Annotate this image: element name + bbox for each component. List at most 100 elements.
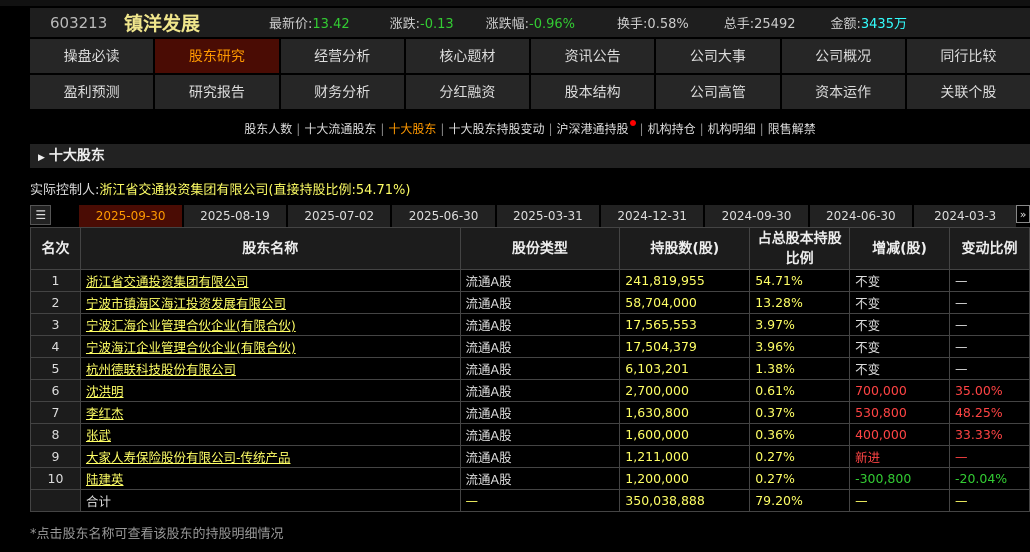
date-tab[interactable]: 2025-03-31 xyxy=(496,205,600,227)
cell: 流通A股 xyxy=(459,357,621,380)
cell: 241,819,955 xyxy=(619,269,751,292)
nav-item[interactable]: 研究报告 xyxy=(155,75,279,109)
cell: 58,704,000 xyxy=(619,291,751,314)
date-tab[interactable]: 2025-06-30 xyxy=(392,205,495,227)
stock-name: 镇洋发展 xyxy=(124,13,201,35)
subnav-item[interactable]: 十大股东 xyxy=(388,122,437,136)
cell: 不变 xyxy=(849,313,950,336)
footnote: *点击股东名称可查看该股东的持股明细情况 xyxy=(30,527,284,542)
shareholder-link[interactable]: 浙江省交通投资集团有限公司 xyxy=(85,274,249,289)
nav-item[interactable]: 财务分析 xyxy=(280,75,404,109)
top-strip xyxy=(0,0,1030,6)
cell: 浙江省交通投资集团有限公司 xyxy=(79,269,461,292)
cell: 新进 xyxy=(849,445,950,468)
change-label: 涨跌: xyxy=(389,17,420,32)
price-value: 13.42 xyxy=(312,17,350,32)
red-dot-icon xyxy=(629,120,636,126)
cell: 2,700,000 xyxy=(619,379,751,402)
column-header: 增减(股) xyxy=(849,227,950,270)
cell: 张武 xyxy=(79,423,461,446)
table-row: 1 浙江省交通投资集团有限公司 流通A股 241,819,955 54.71% 不变 — xyxy=(30,269,1030,292)
controller-label: 实际控制人: xyxy=(30,183,100,198)
separator: | xyxy=(639,122,644,136)
cell: — xyxy=(459,489,621,512)
cell: 沈洪明 xyxy=(79,379,461,402)
subnav-item[interactable]: 限售解禁 xyxy=(767,122,816,136)
cell: -20.04% xyxy=(948,467,1030,490)
nav-item[interactable]: 股本结构 xyxy=(531,75,655,109)
date-tab[interactable]: 2024-09-30 xyxy=(705,205,808,227)
nav-item[interactable]: 资讯公告 xyxy=(531,39,655,73)
shareholder-link[interactable]: 沈洪明 xyxy=(85,384,124,399)
subnav-item[interactable]: 十大流通股东 xyxy=(304,122,377,136)
cell: 流通A股 xyxy=(459,269,621,292)
shareholder-link[interactable]: 大家人寿保险股份有限公司-传统产品 xyxy=(85,450,291,465)
nav-item[interactable]: 资本运作 xyxy=(781,75,905,109)
nav-item[interactable]: 核心题材 xyxy=(405,39,529,73)
cell: — xyxy=(849,489,950,512)
date-tab[interactable]: 2025-08-19 xyxy=(183,205,287,227)
shareholder-link[interactable]: 宁波汇海企业管理合伙企业(有限合伙) xyxy=(85,318,296,333)
date-tab[interactable]: 2025-07-02 xyxy=(288,205,391,227)
table-row: 8 张武 流通A股 1,600,000 0.36% 400,000 33.33% xyxy=(30,423,1030,446)
nav-item[interactable]: 股东研究 xyxy=(155,39,279,73)
cell: 0.61% xyxy=(749,379,851,402)
nav-item[interactable]: 操盘必读 xyxy=(30,39,154,73)
date-tab[interactable]: 2024-06-30 xyxy=(809,205,912,227)
nav-item[interactable]: 公司高管 xyxy=(656,75,780,109)
more-tabs-icon[interactable]: » xyxy=(1016,205,1030,223)
shareholder-link[interactable]: 李红杰 xyxy=(85,406,124,421)
cell: 流通A股 xyxy=(459,401,621,424)
shareholder-link[interactable]: 张武 xyxy=(85,428,111,443)
date-tab[interactable]: 2024-12-31 xyxy=(601,205,704,227)
cell: 陆建英 xyxy=(79,467,461,490)
shareholder-link[interactable]: 陆建英 xyxy=(85,472,124,487)
shareholder-link[interactable]: 宁波市镇海区海江投资发展有限公司 xyxy=(85,296,286,311)
nav-item[interactable]: 经营分析 xyxy=(280,39,404,73)
cell: 流通A股 xyxy=(459,379,621,402)
nav-item[interactable]: 公司大事 xyxy=(656,39,780,73)
cell: 2 xyxy=(30,291,81,314)
cell: 350,038,888 xyxy=(619,489,751,512)
shareholder-link[interactable]: 宁波海江企业管理合伙企业(有限合伙) xyxy=(85,340,296,355)
table-row: 9 大家人寿保险股份有限公司-传统产品 流通A股 1,211,000 0.27% 新进 — xyxy=(30,445,1030,468)
cell: 13.28% xyxy=(749,291,851,314)
cell: 1,630,800 xyxy=(619,401,751,424)
cell: 7 xyxy=(30,401,81,424)
subnav-item[interactable]: 机构明细 xyxy=(707,122,756,136)
cell: 1 xyxy=(30,269,81,292)
nav-item[interactable]: 同行比较 xyxy=(906,39,1030,73)
table-row: 5 杭州德联科技股份有限公司 流通A股 6,103,201 1.38% 不变 — xyxy=(30,357,1030,380)
section-title: 十大股东 xyxy=(48,148,105,164)
nav-item[interactable]: 关联个股 xyxy=(906,75,1030,109)
subnav-item[interactable]: 十大股东持股变动 xyxy=(448,122,545,136)
nav-item[interactable]: 公司概况 xyxy=(781,39,905,73)
cell: 48.25% xyxy=(948,401,1030,424)
subnav-item[interactable]: 股东人数 xyxy=(244,122,293,136)
subnav-item[interactable]: 机构持仓 xyxy=(647,122,696,136)
cell: 5 xyxy=(30,357,81,380)
nav-item[interactable]: 盈利预测 xyxy=(30,75,154,109)
date-tab[interactable]: 2024-03-3 xyxy=(913,205,1017,227)
cell: 流通A股 xyxy=(459,335,621,358)
table-row: 7 李红杰 流通A股 1,630,800 0.37% 530,800 48.25% xyxy=(30,401,1030,424)
section-header[interactable]: ▶ 十大股东 xyxy=(30,144,1030,168)
menu-icon[interactable]: ☰ xyxy=(30,205,52,225)
subnav-item[interactable]: 沪深港通持股 xyxy=(556,122,629,136)
cell: 10 xyxy=(30,467,81,490)
cell: — xyxy=(948,291,1030,314)
column-header: 变动比例 xyxy=(948,227,1030,270)
cell: 杭州德联科技股份有限公司 xyxy=(79,357,461,380)
nav-item[interactable]: 分红融资 xyxy=(405,75,529,109)
cell: — xyxy=(948,335,1030,358)
date-tab[interactable]: 2025-09-30 xyxy=(79,205,182,227)
change-pct-label: 涨跌幅: xyxy=(485,17,530,32)
price-label: 最新价: xyxy=(269,17,313,32)
cell: 流通A股 xyxy=(459,445,621,468)
change: 涨跌:-0.13 xyxy=(390,13,454,32)
shareholder-link[interactable]: 杭州德联科技股份有限公司 xyxy=(85,362,236,377)
cell xyxy=(30,489,81,512)
cell: -300,800 xyxy=(849,467,950,490)
cell: 3 xyxy=(30,313,81,336)
cell: — xyxy=(948,313,1030,336)
